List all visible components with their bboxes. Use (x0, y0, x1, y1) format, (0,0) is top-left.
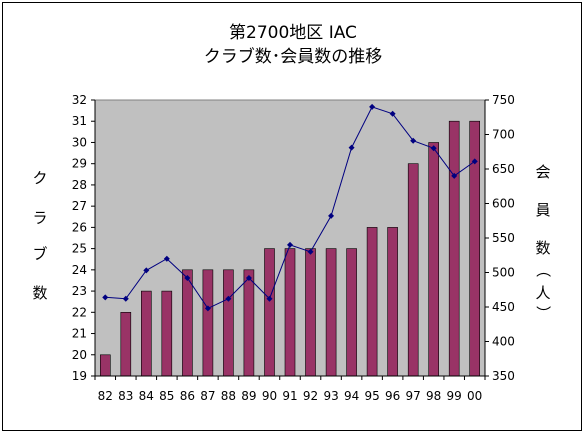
point-member-count (102, 294, 109, 301)
bar-club-count (428, 142, 440, 377)
point-member-count (348, 144, 355, 151)
right-axis-label-char: 会 (535, 163, 550, 181)
point-member-count (204, 305, 211, 312)
bar-club-count (387, 227, 398, 377)
line-series (102, 103, 478, 312)
point-member-count (369, 103, 376, 110)
left-tick-label: 24 (72, 263, 87, 277)
bar-club-count (346, 248, 357, 377)
right-tick-label: 400 (492, 335, 515, 349)
x-tick-label: 83 (118, 389, 133, 403)
bar-series (100, 120, 481, 377)
left-tick-label: 27 (72, 199, 87, 213)
right-tick-label: 500 (492, 266, 515, 280)
point-member-count (430, 145, 437, 152)
bar-club-count (182, 269, 193, 377)
left-tick-label: 21 (72, 327, 87, 341)
point-member-count (225, 295, 232, 302)
right-tick-label: 450 (492, 300, 515, 314)
x-tick-label: 96 (385, 389, 400, 403)
bar-club-count (366, 227, 378, 377)
x-tick-label: 97 (406, 389, 421, 403)
point-member-count (245, 275, 252, 282)
point-member-count (122, 295, 129, 302)
right-axis-label-char: 数 (535, 239, 550, 257)
x-tick-label: 94 (344, 389, 359, 403)
bar-club-count (284, 248, 296, 377)
chart-title-line2: クラブ数･会員数の推移 (204, 46, 383, 67)
point-member-count (184, 275, 191, 282)
left-tick-label: 31 (72, 114, 87, 128)
left-tick-label: 23 (72, 284, 87, 298)
point-member-count (389, 110, 396, 117)
point-member-count (143, 267, 150, 274)
left-axis-label-char: ク (32, 169, 47, 187)
point-member-count (287, 241, 293, 248)
left-axis-label-char: 数 (32, 284, 47, 302)
left-axis-label-char: ラ (32, 209, 47, 227)
left-axis-label-char: ブ (32, 245, 47, 263)
right-axis-label-char: 人 (535, 284, 550, 302)
bar-club-count (161, 290, 173, 377)
bar-club-count (202, 269, 214, 377)
bar-club-count (325, 248, 337, 377)
x-tick-label: 95 (364, 389, 379, 403)
left-tick-label: 20 (72, 348, 87, 362)
point-member-count (266, 295, 273, 302)
left-tick-label: 25 (72, 242, 87, 256)
x-tick-label: 00 (467, 389, 482, 403)
bar-club-count (141, 290, 152, 377)
right-tick-label: 750 (492, 93, 515, 107)
x-tick-label: 84 (139, 389, 154, 403)
bar-club-count (448, 120, 460, 377)
bar-club-count (264, 248, 275, 377)
x-tick-label: 92 (303, 389, 318, 403)
x-tick-label: 89 (241, 389, 256, 403)
left-tick-label: 28 (72, 178, 87, 192)
right-tick-label: 350 (492, 369, 515, 383)
right-axis-label-char: ） (534, 305, 552, 320)
bar-club-count (223, 269, 234, 377)
right-tick-label: 600 (492, 197, 515, 211)
bar-club-count (407, 163, 419, 377)
left-tick-label: 30 (72, 135, 87, 149)
left-tick-label: 22 (72, 305, 87, 319)
x-tick-label: 86 (180, 389, 195, 403)
right-tick-label: 650 (492, 162, 515, 176)
axes (91, 99, 489, 380)
point-member-count (307, 248, 314, 255)
right-axis-label-char: （ (534, 262, 552, 277)
point-member-count (328, 212, 335, 219)
point-member-count (410, 137, 417, 144)
point-member-count (451, 172, 458, 179)
x-tick-label: 99 (447, 389, 462, 403)
x-tick-label: 90 (262, 389, 277, 403)
left-tick-label: 32 (72, 93, 87, 107)
bar-club-count (305, 248, 316, 377)
chart-title-line1: 第2700地区 IAC (229, 23, 357, 43)
point-member-count (163, 255, 170, 262)
x-tick-label: 91 (282, 389, 297, 403)
x-tick-label: 98 (426, 389, 441, 403)
right-axis-label-char: 員 (535, 201, 550, 219)
left-tick-label: 19 (72, 369, 87, 383)
bar-club-count (243, 269, 255, 377)
axis-labels: 19 20 21 22 23 24 25 26 27 28 29 30 31 32 350 400 450 500… (32, 93, 552, 403)
left-tick-label: 26 (72, 220, 87, 234)
right-tick-label: 700 (492, 128, 515, 142)
right-tick-label: 550 (492, 231, 515, 245)
left-tick-label: 29 (72, 157, 87, 171)
x-tick-label: 88 (221, 389, 236, 403)
bar-club-count (100, 354, 111, 377)
bar-club-count (120, 311, 132, 377)
x-tick-label: 93 (323, 389, 338, 403)
x-tick-label: 87 (200, 389, 215, 403)
x-tick-label: 85 (159, 389, 174, 403)
point-member-count (471, 158, 478, 165)
x-tick-label: 82 (98, 389, 113, 403)
